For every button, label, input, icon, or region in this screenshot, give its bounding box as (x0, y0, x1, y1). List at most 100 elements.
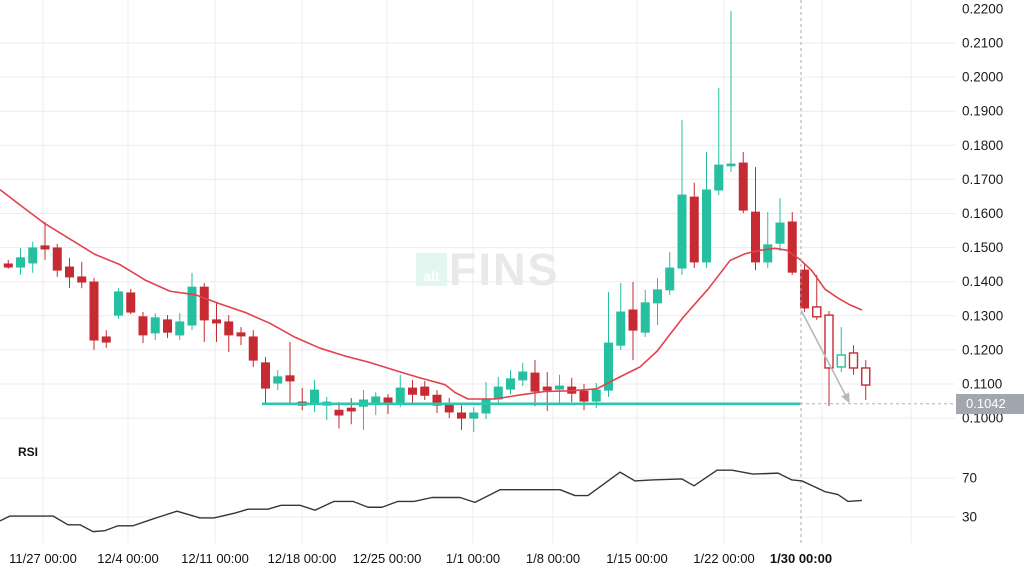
candle-body (714, 164, 724, 191)
rsi-pane-title: RSI (18, 445, 39, 459)
candle-body (726, 163, 736, 167)
trend-arrow-head (841, 392, 850, 404)
price-axis[interactable] (956, 0, 1024, 543)
time-tick-label: 12/18 00:00 (268, 551, 337, 566)
candle-body (653, 289, 662, 304)
time-tick-label: 1/1 00:00 (446, 551, 500, 566)
candle-body (187, 286, 197, 326)
candle-body (224, 321, 234, 336)
candle-body (212, 319, 221, 324)
price-tick-label: 0.1100 (962, 377, 1002, 392)
candle-body (542, 386, 552, 391)
candle-body (579, 390, 589, 402)
time-tick-label: 12/25 00:00 (353, 551, 422, 566)
candle-body (101, 336, 111, 343)
candle-body (800, 269, 809, 309)
price-level-badge: 0.1042 (956, 394, 1024, 414)
candle-body (824, 314, 834, 369)
candle-body (665, 267, 675, 291)
candle-body (175, 321, 185, 336)
candle-body (334, 409, 344, 416)
price-tick-label: 0.2100 (962, 36, 1003, 51)
candle-body (812, 306, 822, 318)
candle-body (616, 311, 626, 346)
candle-body (3, 263, 13, 268)
time-tick-label: 11/27 00:00 (9, 551, 77, 566)
price-tick-label: 0.2000 (962, 70, 1003, 85)
candle-body (457, 412, 466, 419)
candle-body (65, 266, 74, 278)
candle-body (420, 386, 430, 396)
candle-body (640, 302, 650, 333)
candle-body (163, 319, 172, 333)
rsi-tick-label: 70 (962, 471, 977, 486)
candle-body (150, 317, 160, 334)
candle-body (751, 211, 760, 263)
price-tick-label: 0.1500 (962, 240, 1003, 255)
candle-body (591, 389, 601, 402)
candle-body (628, 309, 638, 331)
candle-body (346, 407, 356, 412)
candle-body (236, 332, 246, 337)
ma-line (0, 188, 863, 400)
price-tick-label: 0.1800 (962, 138, 1003, 153)
candle-body (199, 286, 209, 321)
candle-body (506, 378, 515, 390)
candle-body (273, 376, 283, 384)
candle-body (763, 244, 773, 263)
candle-body (89, 281, 99, 341)
candle-body (52, 247, 62, 271)
candle-body (371, 396, 381, 403)
price-tick-label: 0.1300 (962, 308, 1003, 323)
trend-arrow[interactable] (800, 309, 848, 399)
candle-body (444, 403, 454, 413)
candle-body (775, 222, 785, 244)
candle-body (861, 367, 871, 386)
candle-body (689, 196, 699, 263)
candle-body (702, 189, 711, 263)
candle-body (848, 352, 859, 369)
candle-body (285, 375, 295, 382)
price-tick-label: 0.1900 (962, 104, 1003, 119)
time-tick-label: 1/15 00:00 (606, 551, 667, 566)
candle-body (432, 394, 442, 406)
candle-body (138, 316, 148, 336)
time-tick-label: 1/8 00:00 (526, 551, 580, 566)
time-tick-label: 12/4 00:00 (97, 551, 158, 566)
price-tick-label: 0.2200 (962, 1, 1003, 16)
time-tick-label: 12/11 00:00 (181, 551, 249, 566)
rsi-line (0, 469, 863, 533)
candle-body (310, 389, 319, 404)
candle-body (677, 194, 687, 269)
candle-body (787, 221, 797, 273)
candle-body (469, 412, 479, 419)
price-tick-label: 0.1000 (962, 411, 1003, 426)
candle-body (738, 162, 748, 211)
candle-body (16, 257, 25, 268)
candle-body (530, 372, 540, 392)
candle-body (408, 387, 417, 395)
rsi-tick-label: 30 (962, 510, 977, 525)
time-tick-label: 1/22 00:00 (693, 551, 754, 566)
candle-body (40, 245, 50, 250)
price-tick-label: 0.1700 (962, 172, 1003, 187)
candle-body (836, 354, 846, 368)
price-tick-label: 0.1400 (962, 274, 1003, 289)
crosshair-date-label: 1/30 00:00 (770, 551, 832, 566)
candle-body (518, 371, 528, 381)
price-tick-label: 0.1600 (962, 206, 1003, 221)
candle-body (114, 291, 123, 316)
candle-body (261, 362, 270, 389)
candle-body (28, 247, 38, 264)
candle-body (395, 387, 405, 403)
candle-body (555, 385, 564, 390)
candle-body (604, 342, 613, 391)
time-axis[interactable] (0, 544, 1024, 576)
candle-body (77, 276, 87, 283)
price-tick-label: 0.1200 (962, 342, 1003, 357)
candle-body (481, 399, 491, 414)
candle-body (248, 336, 258, 361)
candle-body (126, 292, 136, 313)
